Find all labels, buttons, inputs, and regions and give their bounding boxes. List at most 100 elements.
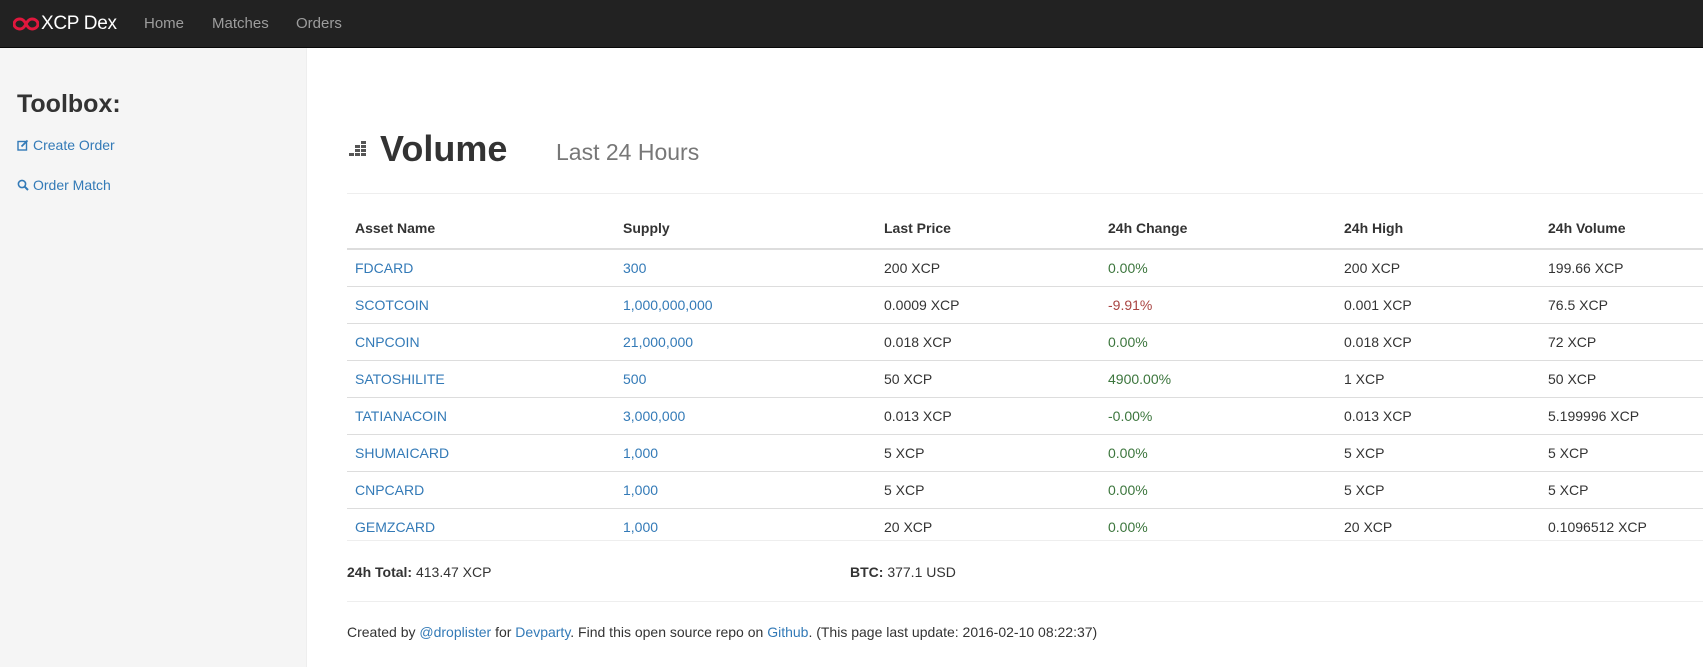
edit-icon <box>17 139 29 151</box>
supply-link[interactable]: 300 <box>623 260 647 276</box>
change-cell: 0.00% <box>1100 434 1336 472</box>
col-asset-name: Asset Name <box>347 208 615 250</box>
volume-table: Asset Name Supply Last Price 24h Change … <box>347 208 1703 545</box>
supply-link[interactable]: 1,000 <box>623 519 659 535</box>
volume-cell: 72 XCP <box>1540 323 1703 361</box>
supply-cell: 1,000,000,000 <box>615 286 876 324</box>
change-cell: 4900.00% <box>1100 360 1336 398</box>
divider <box>347 601 1703 602</box>
total-stat: 24h Total: 413.47 XCP <box>347 564 491 580</box>
col-supply: Supply <box>615 208 876 250</box>
table-header-row: Asset Name Supply Last Price 24h Change … <box>347 208 1703 250</box>
volume-cell: 199.66 XCP <box>1548 260 1624 276</box>
volume-cell: 50 XCP <box>1540 360 1703 398</box>
change-cell: 0.00% <box>1108 260 1148 276</box>
high-cell: 0.018 XCP <box>1336 323 1540 361</box>
col-24h-change: 24h Change <box>1100 208 1336 250</box>
asset-name-cell: SATOSHILITE <box>347 360 615 398</box>
change-cell: -0.00% <box>1100 397 1336 435</box>
page-title: Volume <box>380 128 508 169</box>
order-match-link[interactable]: Order Match <box>17 177 111 193</box>
volume-table-body: FDCARD 300 200 XCP 0.00% 200 XCP 199.66 XCP SC… <box>347 249 1703 545</box>
high-cell: 200 XCP <box>1344 260 1401 276</box>
footer-update-text: . (This page last update: 2016-02-10 08:… <box>808 624 1098 640</box>
footer-find-text: . Find this open source repo on <box>570 624 764 640</box>
table-row: CNPCOIN 21,000,000 0.018 XCP 0.00% 0.018 XCP… <box>347 323 1703 361</box>
supply-cell: 500 <box>615 360 876 398</box>
asset-name-cell: FDCARD <box>347 249 615 287</box>
last-price-cell: 5 XCP <box>876 434 1100 472</box>
github-link[interactable]: Github <box>767 624 809 640</box>
order-match-label: Order Match <box>33 177 111 193</box>
create-order-label: Create Order <box>33 137 115 153</box>
asset-name-link[interactable]: FDCARD <box>355 260 414 276</box>
asset-name-link[interactable]: CNPCARD <box>355 482 425 498</box>
brand-link[interactable]: XCP Dex <box>13 12 117 36</box>
last-price-cell: 0.013 XCP <box>876 397 1100 435</box>
asset-name-link[interactable]: CNPCOIN <box>355 334 420 350</box>
last-price-cell: 0.0009 XCP <box>876 286 1100 324</box>
page-subtitle: Last 24 Hours <box>556 139 700 165</box>
btc-stat: BTC: 377.1 USD <box>850 564 956 580</box>
create-order-link[interactable]: Create Order <box>17 137 115 153</box>
asset-name-link[interactable]: TATIANACOIN <box>355 408 448 424</box>
col-last-price: Last Price <box>876 208 1100 250</box>
col-24h-volume: 24h Volume <box>1540 208 1703 250</box>
nav-orders[interactable]: Orders <box>296 15 342 32</box>
supply-link[interactable]: 1,000 <box>623 445 659 461</box>
table-row: SATOSHILITE 500 50 XCP 4900.00% 1 XCP 50 XCP <box>347 360 1703 398</box>
asset-name-link[interactable]: SHUMAICARD <box>355 445 450 461</box>
table-row: GEMZCARD 1,000 20 XCP 0.00% 20 XCP 0.1096512 … <box>347 508 1703 545</box>
total-value: 413.47 XCP <box>415 564 492 580</box>
supply-cell: 300 <box>615 249 876 287</box>
nav-matches[interactable]: Matches <box>212 15 269 32</box>
search-icon <box>17 179 29 191</box>
high-cell: 5 XCP <box>1336 471 1540 509</box>
devparty-link[interactable]: Devparty <box>515 624 571 640</box>
last-price-cell: 50 XCP <box>876 360 1100 398</box>
supply-cell: 3,000,000 <box>615 397 876 435</box>
volume-cell: 0.1096512 XCP <box>1540 508 1703 545</box>
high-cell: 0.001 XCP <box>1336 286 1540 324</box>
supply-link[interactable]: 500 <box>623 371 647 387</box>
supply-link[interactable]: 1,000,000,000 <box>623 297 713 313</box>
author-link[interactable]: @droplister <box>419 624 492 640</box>
change-cell: 0.00% <box>1100 323 1336 361</box>
total-label: 24h Total: <box>347 564 413 580</box>
table-row: SHUMAICARD 1,000 5 XCP 0.00% 5 XCP 5 XCP <box>347 434 1703 472</box>
asset-name-cell: CNPCARD <box>347 471 615 509</box>
supply-cell: 1,000 <box>615 434 876 472</box>
supply-link[interactable]: 3,000,000 <box>623 408 686 424</box>
asset-name-link[interactable]: SCOTCOIN <box>355 297 429 313</box>
footer-for: for <box>495 624 512 640</box>
btc-label: BTC: <box>850 564 884 580</box>
sidebar: Toolbox: Create Order Order Match <box>0 48 307 667</box>
btc-value: 377.1 USD <box>887 564 956 580</box>
asset-name-link[interactable]: SATOSHILITE <box>355 371 445 387</box>
asset-name-link[interactable]: GEMZCARD <box>355 519 436 535</box>
asset-name-cell: CNPCOIN <box>347 323 615 361</box>
supply-link[interactable]: 21,000,000 <box>623 334 694 350</box>
high-cell: 1 XCP <box>1336 360 1540 398</box>
toolbox-title: Toolbox: <box>17 90 121 118</box>
last-price-cell: 5 XCP <box>876 471 1100 509</box>
brand-name: XCP Dex <box>41 13 117 34</box>
volume-cell: 76.5 XCP <box>1540 286 1703 324</box>
footer: Created by @droplister for Devparty. Fin… <box>347 624 1097 640</box>
col-24h-high: 24h High <box>1336 208 1540 250</box>
supply-cell: 1,000 <box>615 471 876 509</box>
high-cell: 0.013 XCP <box>1336 397 1540 435</box>
asset-name-cell: TATIANACOIN <box>347 397 615 435</box>
asset-name-cell: GEMZCARD <box>347 508 615 545</box>
change-cell: -9.91% <box>1100 286 1336 324</box>
table-row: FDCARD 300 200 XCP 0.00% 200 XCP 199.66 XCP <box>347 249 1703 287</box>
nav-home[interactable]: Home <box>144 15 185 32</box>
last-price-cell: 20 XCP <box>876 508 1100 545</box>
bar-chart-icon <box>349 141 366 156</box>
supply-cell: 1,000 <box>615 508 876 545</box>
table-row: CNPCARD 1,000 5 XCP 0.00% 5 XCP 5 XCP <box>347 471 1703 509</box>
page-header: Volume Last 24 Hours <box>347 86 1703 194</box>
supply-link[interactable]: 1,000 <box>623 482 659 498</box>
change-cell: 0.00% <box>1100 471 1336 509</box>
table-row: TATIANACOIN 3,000,000 0.013 XCP -0.00% 0.013… <box>347 397 1703 435</box>
